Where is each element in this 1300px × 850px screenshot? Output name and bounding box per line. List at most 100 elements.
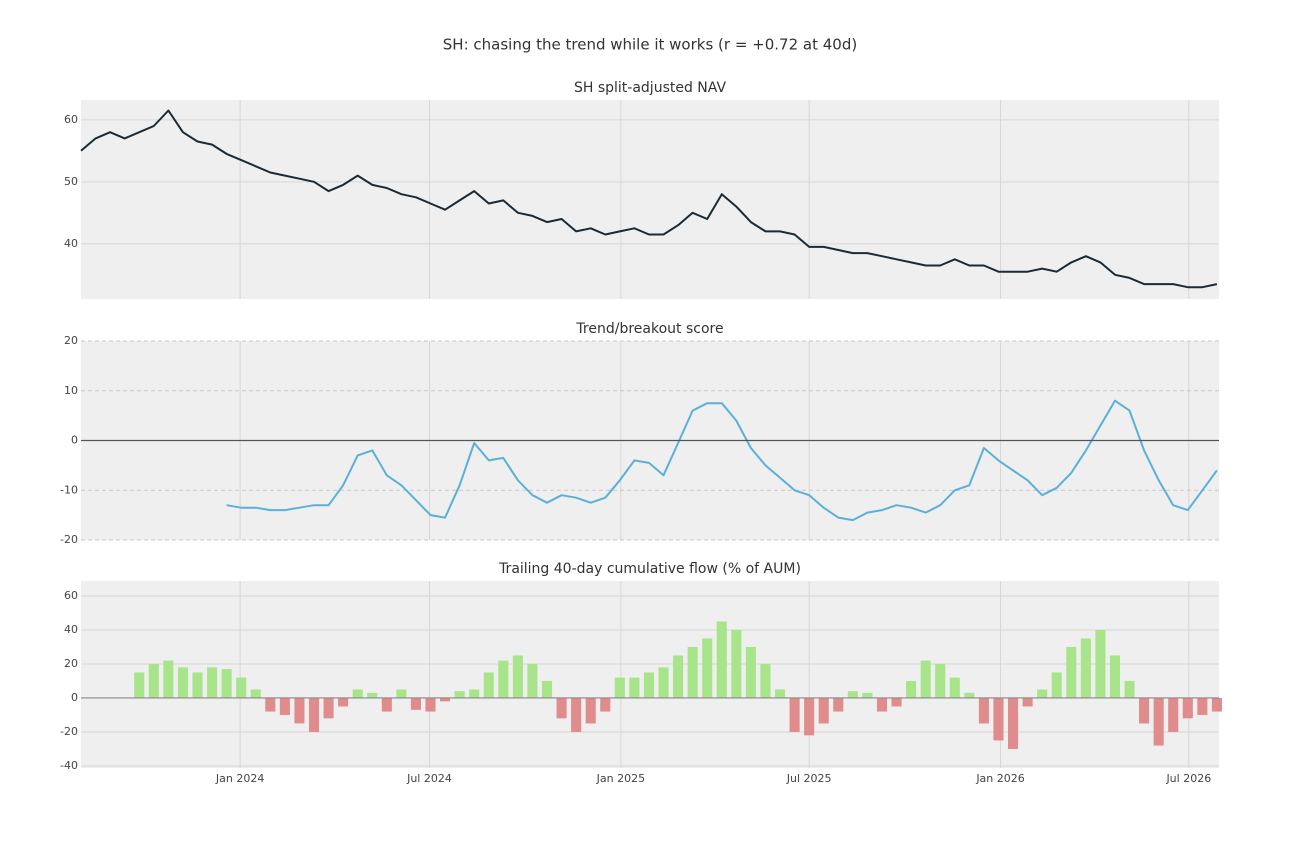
bar (1080, 638, 1091, 698)
bar (279, 697, 290, 715)
bar (352, 689, 363, 698)
bar (658, 667, 669, 698)
bar (221, 669, 232, 698)
bar (148, 663, 159, 698)
bar (483, 672, 494, 698)
bar (876, 697, 888, 712)
bar (556, 697, 567, 719)
bar (1051, 672, 1062, 698)
plot-area (81, 100, 1219, 299)
bar (643, 672, 655, 698)
line (226, 399, 1218, 522)
y-tick-label: -20 (60, 533, 78, 546)
panel-title: SH split-adjusted NAV (574, 80, 726, 96)
y-tick-label: -20 (60, 725, 78, 738)
bar (906, 680, 917, 698)
bar (381, 697, 392, 712)
bar (774, 689, 786, 698)
bar (265, 697, 276, 712)
bar (308, 697, 320, 732)
bar (1109, 655, 1121, 698)
bar (454, 691, 465, 698)
bar (745, 646, 756, 698)
x-tick-label: Jan 2025 (596, 772, 645, 785)
bar (1095, 629, 1106, 698)
bar (134, 672, 145, 698)
y-tick-label: -40 (60, 759, 78, 772)
y-tick-label: 20 (64, 657, 78, 670)
bar (527, 663, 538, 698)
bar (163, 660, 174, 698)
bar (716, 621, 727, 698)
y-tick-label: 60 (64, 589, 78, 602)
bar (192, 672, 203, 698)
x-tick-label: Jul 2026 (1165, 772, 1211, 785)
y-tick-label: -10 (60, 483, 78, 496)
bar (731, 629, 742, 698)
y-tick-label: 60 (64, 113, 78, 126)
bar (920, 660, 931, 698)
bar (1168, 697, 1179, 732)
bar (338, 697, 349, 707)
bar (440, 697, 451, 702)
bar (207, 667, 218, 698)
bar (1066, 646, 1077, 698)
bar (804, 697, 815, 736)
bar (1211, 697, 1222, 712)
bar (396, 689, 407, 698)
bar (1022, 697, 1033, 707)
bar (629, 677, 640, 698)
bar (367, 692, 378, 698)
y-tick-label: 0 (71, 691, 78, 704)
bar (935, 663, 946, 698)
y-tick-label: 0 (71, 434, 78, 447)
bar (294, 697, 305, 724)
bar (498, 660, 509, 698)
bar (1153, 697, 1164, 746)
bar (512, 655, 523, 698)
bar (571, 697, 582, 732)
x-tick-label: Jul 2024 (406, 772, 452, 785)
y-tick-label: 10 (64, 384, 78, 397)
bar (323, 697, 334, 719)
bar (177, 667, 188, 698)
bar (760, 663, 771, 698)
y-tick-label: 20 (64, 334, 78, 347)
panel-title: Trailing 40-day cumulative flow (% of AU… (498, 561, 801, 577)
chart-title: SH: chasing the trend while it works (r … (443, 36, 857, 54)
bar (1182, 697, 1193, 719)
bar (673, 655, 684, 698)
bar (949, 677, 960, 698)
bar (1007, 697, 1019, 749)
bar (250, 689, 261, 698)
bar (600, 697, 611, 712)
bar (847, 691, 858, 698)
bar (862, 692, 873, 698)
bar (789, 697, 800, 732)
bar (818, 697, 829, 724)
x-tick-label: Jan 2024 (215, 772, 264, 785)
bar (833, 697, 844, 712)
bar (1124, 680, 1135, 698)
bar (585, 697, 596, 724)
x-tick-label: Jan 2026 (975, 772, 1024, 785)
bar (236, 677, 247, 698)
bar (1139, 697, 1150, 724)
bar (891, 697, 902, 707)
bar (993, 697, 1004, 741)
bar (425, 697, 436, 712)
y-tick-label: 40 (64, 623, 78, 636)
bar (614, 677, 625, 698)
bar (469, 689, 480, 698)
y-tick-label: 50 (64, 175, 78, 188)
bar (410, 697, 421, 710)
panel-title: Trend/breakout score (575, 321, 723, 337)
bar (541, 680, 553, 698)
bar (702, 638, 713, 698)
bar (1197, 697, 1208, 715)
bar (687, 646, 698, 698)
y-tick-label: 40 (64, 237, 78, 250)
bar (1037, 689, 1048, 698)
line (80, 109, 1218, 289)
